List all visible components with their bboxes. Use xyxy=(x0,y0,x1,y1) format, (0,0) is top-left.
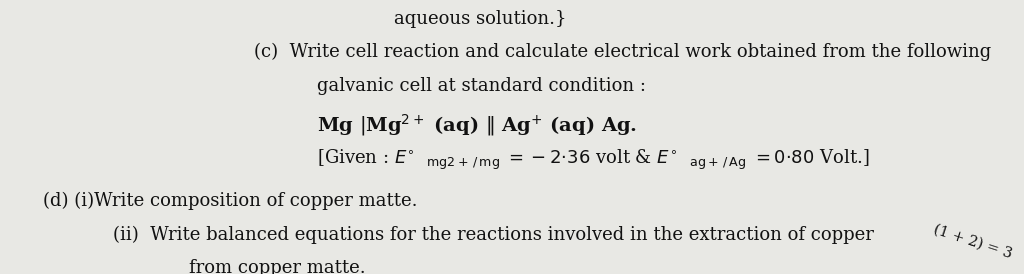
Text: Mg $|$Mg$^{2+}$ (aq) $\|$ Ag$^{+}$ (aq) Ag.: Mg $|$Mg$^{2+}$ (aq) $\|$ Ag$^{+}$ (aq) … xyxy=(317,112,638,138)
Text: [Given : $E^{\circ}$  $_{\mathrm{mg2+\,/\,mg}}$ $= -2{\cdot}36$ volt & $E^{\circ: [Given : $E^{\circ}$ $_{\mathrm{mg2+\,/\… xyxy=(317,148,870,172)
Text: (ii)  Write balanced equations for the reactions involved in the extraction of c: (ii) Write balanced equations for the re… xyxy=(113,226,873,244)
Text: (1 + 2) = 3: (1 + 2) = 3 xyxy=(932,222,1014,261)
Text: galvanic cell at standard condition :: galvanic cell at standard condition : xyxy=(317,77,646,95)
Text: (d) (i)Write composition of copper matte.: (d) (i)Write composition of copper matte… xyxy=(43,192,418,210)
Text: aqueous solution.}: aqueous solution.} xyxy=(394,10,566,28)
Text: from copper matte.: from copper matte. xyxy=(189,259,366,274)
Text: (c)  Write cell reaction and calculate electrical work obtained from the followi: (c) Write cell reaction and calculate el… xyxy=(254,42,991,61)
